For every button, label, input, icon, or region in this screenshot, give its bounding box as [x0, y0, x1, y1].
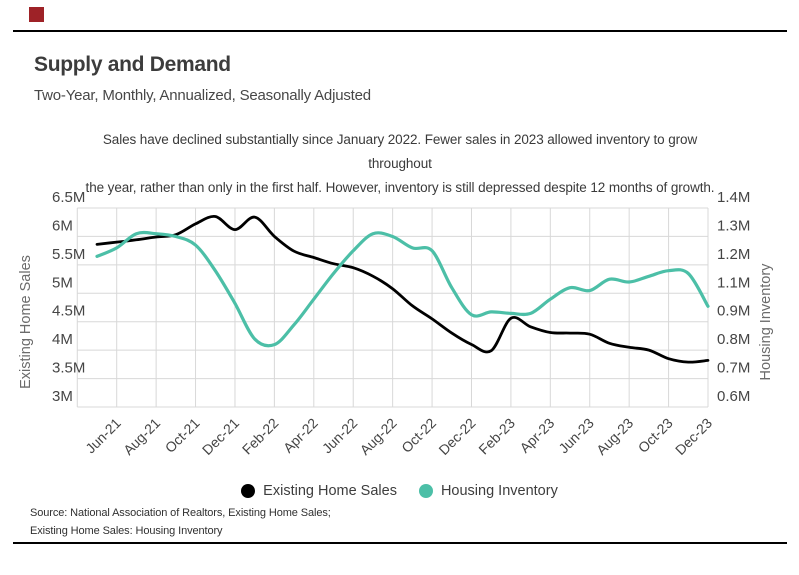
x-axis-tick-label: Oct-22 — [398, 415, 439, 456]
x-axis-tick-label: Aug-22 — [357, 415, 400, 458]
x-axis-tick-label: Jun-22 — [319, 415, 361, 457]
x-axis-tick-label: Jun-23 — [555, 415, 597, 457]
legend-item-housing-inventory: Housing Inventory — [418, 483, 558, 499]
bottom-rule — [13, 542, 787, 544]
left-axis-tick-label: 5.5M — [52, 246, 85, 263]
page-title: Supply and Demand — [34, 53, 231, 76]
left-axis-title: Existing Home Sales — [18, 255, 34, 389]
right-axis-tick-label: 0.9M — [717, 303, 750, 320]
right-axis-tick-label: 1.3M — [717, 217, 750, 234]
right-axis-tick-label: 0.8M — [717, 331, 750, 348]
right-axis-tick-label: 1.2M — [717, 246, 750, 263]
top-rule — [13, 30, 787, 32]
legend-item-existing-home-sales: Existing Home Sales — [241, 483, 397, 499]
x-axis-tick-label: Dec-21 — [199, 415, 242, 458]
left-axis-tick-label: 6M — [52, 217, 73, 234]
x-axis-tick-label: Dec-22 — [435, 415, 478, 458]
source-line-2: Existing Home Sales: Housing Inventory — [30, 525, 223, 537]
legend-marker-housing-inventory — [418, 484, 433, 498]
x-axis-tick-label: Dec-23 — [672, 415, 715, 458]
page-subtitle: Two-Year, Monthly, Annualized, Seasonall… — [34, 87, 371, 104]
x-axis-tick-label: Oct-23 — [635, 415, 676, 456]
source-line-1: Source: National Association of Realtors… — [30, 507, 331, 519]
x-axis-tick-label: Apr-22 — [280, 415, 321, 456]
left-axis-tick-label: 4M — [52, 331, 73, 348]
left-axis-tick-label: 5M — [52, 274, 73, 291]
x-axis-tick-label: Aug-21 — [120, 415, 163, 458]
note-line-2: the year, rather than only in the first … — [85, 180, 715, 195]
right-axis-tick-label: 1.4M — [717, 189, 750, 206]
right-axis-tick-label: 0.7M — [717, 360, 750, 377]
legend-label-existing-home-sales: Existing Home Sales — [263, 483, 397, 499]
series-line-existing-home-sales — [95, 215, 710, 364]
x-axis-tick-label: Apr-23 — [516, 415, 557, 456]
legend-label-housing-inventory: Housing Inventory — [440, 483, 558, 499]
brand-mark — [29, 7, 44, 22]
legend: Existing Home Sales Housing Inventory — [0, 483, 799, 499]
note-line-1: Sales have declined substantially since … — [102, 132, 698, 171]
right-axis-tick-label: 1.1M — [717, 274, 750, 291]
x-axis-tick-label: Jun-21 — [82, 415, 124, 457]
x-axis-tick-label: Feb-23 — [475, 415, 518, 458]
chart-note: Sales have declined substantially since … — [80, 128, 720, 200]
x-axis-tick-label: Aug-23 — [593, 415, 636, 458]
left-axis-tick-label: 3M — [52, 388, 73, 405]
legend-marker-existing-home-sales — [241, 484, 256, 498]
source-block: Source: National Association of Realtors… — [30, 504, 331, 540]
left-axis-tick-label: 6.5M — [52, 189, 85, 206]
left-axis-tick-label: 4.5M — [52, 303, 85, 320]
x-axis-tick-label: Feb-22 — [239, 415, 282, 458]
x-axis-tick-label: Oct-21 — [162, 415, 203, 456]
right-axis-title: Housing Inventory — [758, 263, 774, 381]
series-line-housing-inventory — [95, 230, 710, 348]
left-axis-tick-label: 3.5M — [52, 360, 85, 377]
right-axis-tick-label: 0.6M — [717, 388, 750, 405]
